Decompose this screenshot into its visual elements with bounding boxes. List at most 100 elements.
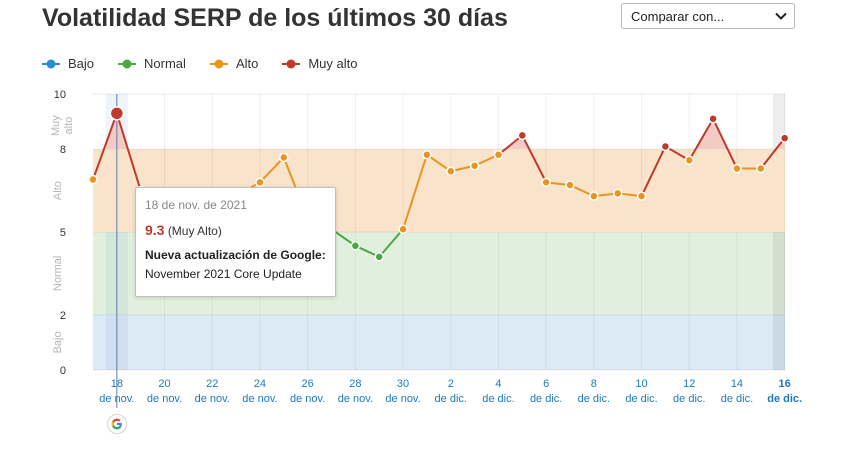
tooltip-update-name: November 2021 Core Update (145, 267, 302, 281)
x-tick-day: 30 (397, 378, 409, 390)
x-tick-month: de dic. (530, 393, 562, 405)
legend-label: Normal (144, 56, 186, 71)
data-point (493, 149, 504, 160)
data-point (374, 252, 384, 262)
legend-marker-icon (209, 59, 228, 68)
compare-select-label: Comparar con... (631, 9, 725, 24)
series-segment (426, 153, 452, 173)
x-tick-month: de dic. (721, 393, 753, 405)
data-point (398, 224, 408, 234)
band-label: Bajo (52, 331, 64, 353)
legend-marker-icon (118, 59, 137, 68)
series-segment (497, 134, 523, 156)
tooltip-date: 18 de nov. de 2021 (145, 198, 247, 212)
chart-legend: Bajo Normal Alto Muy alto (42, 56, 357, 71)
x-tick-day: 4 (495, 378, 501, 390)
x-tick-day: 24 (254, 378, 266, 390)
x-tick-month: de nov. (242, 393, 277, 405)
data-point (541, 177, 551, 188)
data-point (612, 188, 623, 199)
data-point (756, 163, 766, 174)
x-tick-month: de dic. (673, 393, 705, 405)
y-tick-label: 2 (60, 310, 66, 322)
band-label: Alto (52, 181, 64, 200)
data-point (779, 133, 790, 143)
data-point (684, 155, 694, 165)
x-tick-day: 6 (543, 378, 549, 390)
data-point (350, 241, 361, 251)
band-bajo (93, 314, 785, 370)
legend-label: Bajo (68, 56, 95, 71)
x-tick-day: 14 (731, 378, 743, 390)
x-tick-day: 10 (635, 378, 647, 390)
y-tick-label: 0 (60, 365, 66, 377)
band-label: alto (63, 117, 75, 135)
x-tick-month: de nov. (195, 393, 230, 405)
y-tick-label: 5 (60, 227, 66, 239)
series-segment (760, 137, 786, 170)
x-tick-month: de dic. (482, 393, 514, 405)
series-segment (402, 154, 428, 230)
compare-select[interactable]: Comparar con... (621, 3, 795, 29)
x-tick-month: de dic. (625, 393, 657, 405)
data-point (708, 114, 718, 124)
area-muy-alto (93, 113, 785, 150)
x-tick-day: 20 (158, 378, 170, 390)
series-segment (115, 113, 142, 191)
x-tick-day: 2 (448, 378, 454, 390)
legend-marker-icon (282, 59, 301, 68)
x-tick-month: de nov. (147, 393, 182, 405)
x-tick-day: 18 (111, 378, 123, 390)
x-tick-month: de nov. (99, 393, 134, 405)
legend-item-alto[interactable]: Alto (209, 56, 259, 71)
y-tick-label: 10 (54, 89, 66, 101)
band-label: Normal (52, 256, 64, 291)
legend-label: Alto (235, 56, 259, 71)
series-segment (92, 112, 118, 180)
legend-marker-icon (42, 59, 60, 68)
data-point (255, 177, 265, 188)
y-tick-label: 8 (60, 144, 66, 156)
legend-item-normal[interactable]: Normal (118, 56, 186, 71)
tooltip-value-row: 9.3 (Muy Alto) (145, 222, 326, 238)
x-tick-month: de nov. (385, 393, 420, 405)
series-segment (259, 156, 285, 184)
band-label: Muy (50, 115, 62, 136)
x-tick-month: de nov. (338, 393, 373, 405)
data-point (732, 163, 742, 174)
tooltip-value: 9.3 (145, 222, 165, 238)
data-point (517, 130, 528, 141)
data-point (469, 161, 480, 171)
series-segment (712, 118, 738, 169)
series-segment (521, 134, 548, 183)
tooltip-level: (Muy Alto) (167, 224, 222, 238)
data-point (589, 191, 599, 201)
x-tick-month: de dic. (767, 393, 802, 405)
x-tick-day: 12 (683, 378, 695, 390)
legend-item-bajo[interactable]: Bajo (42, 56, 94, 71)
data-point (109, 106, 125, 121)
x-tick-month: de dic. (435, 393, 467, 405)
series-segment (688, 118, 714, 161)
band-muy-alto (93, 94, 785, 150)
data-point (565, 180, 575, 190)
x-tick-day: 26 (302, 378, 314, 390)
data-point (636, 191, 647, 201)
series-segment (640, 146, 667, 197)
google-update-icon[interactable] (107, 414, 127, 434)
tooltip-heading: Nueva actualización de Google: (145, 248, 326, 262)
page-title: Volatilidad SERP de los últimos 30 días (42, 4, 508, 32)
x-tick-month: de dic. (578, 393, 610, 405)
x-tick-day: 22 (206, 378, 218, 390)
x-tick-day: 16 (779, 378, 791, 390)
series-segment (378, 228, 404, 258)
chart-tooltip: 18 de nov. de 2021 9.3 (Muy Alto) Nueva … (135, 187, 336, 297)
legend-item-muy-alto[interactable]: Muy alto (282, 56, 357, 71)
x-tick-month: de nov. (290, 393, 325, 405)
x-tick-day: 8 (591, 378, 597, 390)
legend-label: Muy alto (308, 56, 358, 71)
chevron-down-icon (775, 12, 787, 20)
x-tick-day: 28 (349, 378, 361, 390)
data-point (88, 174, 98, 185)
